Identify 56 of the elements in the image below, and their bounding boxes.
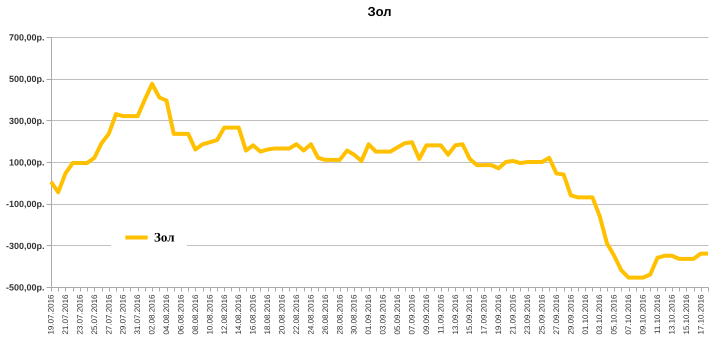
x-tick-label: 12.08.2016 <box>220 294 229 335</box>
x-tick-label: 15.09.2016 <box>465 294 474 335</box>
x-tick-label: 05.10.2016 <box>610 294 619 335</box>
x-tick-label: 22.08.2016 <box>292 294 301 335</box>
x-tick-label: 17.10.2016 <box>696 294 706 335</box>
y-tick-label: -500,00р. <box>6 282 44 292</box>
x-tick-label: 03.10.2016 <box>595 294 604 335</box>
x-tick-label: 14.08.2016 <box>234 294 244 335</box>
x-tick-label: 19.09.2016 <box>494 294 504 335</box>
x-tick-label: 27.07.2016 <box>104 294 114 335</box>
chart-title: Зол <box>367 4 392 19</box>
y-tick-label: 500,00р. <box>8 74 44 84</box>
x-tick-label: 29.07.2016 <box>118 294 128 335</box>
x-tick-label: 26.08.2016 <box>320 294 330 335</box>
x-tick-label: 08.08.2016 <box>190 294 200 335</box>
x-tick-label: 05.09.2016 <box>393 294 402 335</box>
x-tick-label: 15.10.2016 <box>682 294 691 335</box>
x-tick-label: 23.07.2016 <box>75 294 84 335</box>
x-tick-label: 13.10.2016 <box>667 294 676 335</box>
x-tick-label: 11.10.2016 <box>652 294 662 334</box>
x-tick-label: 02.08.2016 <box>148 294 157 335</box>
x-tick-label: 07.09.2016 <box>407 294 416 335</box>
x-tick-label: 07.10.2016 <box>624 294 634 335</box>
x-tick-label: 30.08.2016 <box>350 294 359 335</box>
x-tick-label: 06.08.2016 <box>176 294 186 335</box>
y-tick-label: 300,00р. <box>8 116 44 126</box>
x-tick-label: 03.09.2016 <box>378 294 388 335</box>
x-tick-label: 04.08.2016 <box>162 294 172 335</box>
x-tick-label: 11.09.2016 <box>436 294 446 334</box>
x-tick-label: 25.09.2016 <box>537 294 546 335</box>
x-tick-label: 17.09.2016 <box>480 294 489 335</box>
y-tick-label: 100,00р. <box>8 158 44 168</box>
x-tick-label: 28.08.2016 <box>335 294 344 335</box>
x-tick-label: 13.09.2016 <box>450 294 460 335</box>
x-tick-label: 21.07.2016 <box>60 294 70 335</box>
x-tick-label: 16.08.2016 <box>248 294 258 335</box>
x-tick-label: 23.09.2016 <box>523 294 532 335</box>
x-tick-label: 21.09.2016 <box>508 294 518 335</box>
x-tick-label: 01.10.2016 <box>580 294 590 335</box>
x-tick-label: 18.08.2016 <box>263 294 272 335</box>
x-tick-label: 09.10.2016 <box>638 294 648 335</box>
x-tick-label: 01.09.2016 <box>364 294 374 335</box>
x-tick-label: 20.08.2016 <box>278 294 287 335</box>
y-tick-label: -300,00р. <box>6 240 44 251</box>
x-tick-label: 19.07.2016 <box>46 294 56 335</box>
x-tick-label: 31.07.2016 <box>133 294 142 335</box>
x-tick-label: 10.08.2016 <box>205 294 214 335</box>
legend-label: Зол <box>154 230 174 244</box>
x-tick-label: 29.09.2016 <box>566 294 576 335</box>
y-tick-label: -100,00р. <box>6 199 44 210</box>
x-tick-label: 27.09.2016 <box>552 294 561 335</box>
x-tick-label: 09.09.2016 <box>422 294 431 335</box>
x-tick-label: 24.08.2016 <box>306 294 316 335</box>
x-tick-label: 25.07.2016 <box>90 294 99 335</box>
y-tick-label: 700,00р. <box>8 32 44 42</box>
line-series <box>49 82 710 280</box>
